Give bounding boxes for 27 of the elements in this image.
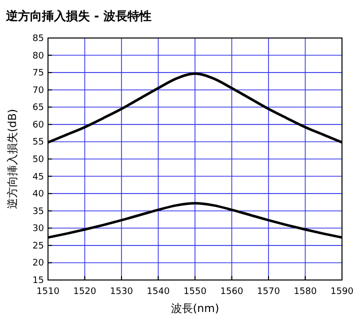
y-tick-label: 60	[32, 120, 44, 130]
y-tick-label: 35	[32, 206, 44, 217]
y-tick-label: 30	[32, 224, 44, 234]
y-tick-label: 80	[32, 51, 44, 62]
y-tick-label: 20	[32, 258, 44, 269]
x-tick-label: 1540	[146, 287, 170, 297]
x-tick-label: 1530	[110, 287, 134, 297]
y-tick-label: 65	[32, 103, 44, 114]
x-tick-label: 1580	[294, 287, 317, 297]
x-tick-label: 1550	[184, 287, 207, 297]
chart-title: 逆方向挿入損失 - 波長特性	[5, 9, 152, 23]
y-tick-label: 70	[32, 86, 44, 96]
x-axis-title: 波長(nm)	[170, 302, 220, 315]
y-tick-label: 25	[32, 241, 44, 252]
y-tick-label: 85	[32, 34, 44, 44]
x-tick-label: 1560	[220, 287, 244, 297]
y-tick-label: 40	[32, 190, 44, 200]
x-tick-label: 1520	[73, 287, 96, 297]
y-axis-title: 逆方向挿入損失(dB)	[6, 108, 19, 210]
x-tick-label: 1570	[257, 287, 280, 297]
y-tick-label: 50	[32, 155, 44, 165]
y-tick-label: 45	[32, 172, 44, 182]
x-tick-label: 1590	[330, 287, 354, 297]
y-tick-label: 55	[32, 138, 44, 148]
y-tick-label: 15	[32, 276, 44, 286]
y-tick-label: 75	[32, 68, 44, 79]
x-tick-label: 1510	[36, 287, 60, 297]
